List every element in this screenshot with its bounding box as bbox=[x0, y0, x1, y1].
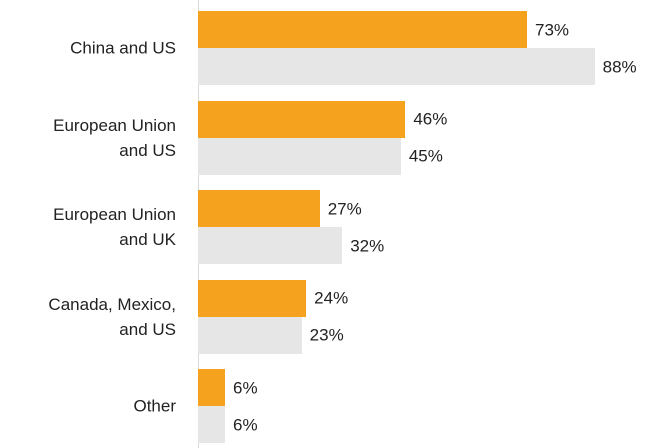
category-label: European Union and UK bbox=[53, 205, 176, 249]
bar bbox=[198, 406, 226, 443]
bar bbox=[198, 137, 401, 175]
category-label: Other bbox=[133, 396, 176, 416]
value-label: 46% bbox=[413, 109, 448, 129]
bar bbox=[198, 11, 527, 48]
bar bbox=[198, 48, 595, 85]
category-label: European Union and US bbox=[53, 115, 176, 160]
bar bbox=[198, 279, 307, 317]
value-label: 6% bbox=[233, 415, 258, 434]
bar bbox=[198, 369, 226, 406]
value-label: 6% bbox=[233, 378, 258, 397]
value-label: 32% bbox=[350, 236, 385, 255]
value-label: 88% bbox=[602, 57, 637, 76]
category-label: China and US bbox=[70, 38, 176, 58]
value-label: 45% bbox=[408, 146, 443, 166]
bar bbox=[198, 316, 302, 354]
bar bbox=[198, 227, 343, 264]
value-label: 23% bbox=[309, 325, 344, 345]
category-label: Canada, Mexico, and US bbox=[48, 294, 176, 339]
value-label: 73% bbox=[535, 20, 570, 39]
bar bbox=[198, 100, 406, 138]
value-label: 27% bbox=[327, 199, 362, 218]
bar bbox=[198, 190, 320, 227]
value-label: 24% bbox=[314, 288, 349, 308]
